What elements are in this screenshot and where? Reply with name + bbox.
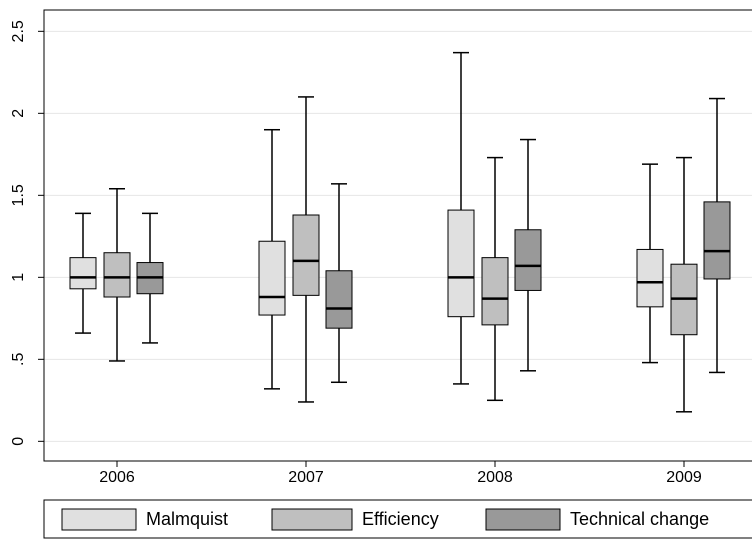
legend-swatch — [271, 508, 353, 531]
x-tick-label: 2007 — [288, 469, 324, 486]
box — [69, 257, 97, 290]
box — [292, 214, 320, 296]
box — [103, 252, 131, 298]
box — [514, 229, 542, 291]
plot-frame — [43, 9, 752, 462]
legend-label: Malmquist — [146, 509, 228, 529]
x-tick-label: 2006 — [99, 469, 135, 486]
legend-frame — [43, 499, 752, 539]
y-tick-label: 1 — [10, 273, 27, 282]
x-tick-label: 2009 — [666, 469, 702, 486]
box — [703, 201, 731, 280]
box — [636, 248, 664, 308]
legend-swatch — [61, 508, 137, 531]
y-tick-label: 2 — [10, 109, 27, 118]
x-tick-label: 2008 — [477, 469, 513, 486]
legend-label: Efficiency — [362, 509, 439, 529]
box — [481, 257, 509, 326]
y-tick-label: 0 — [10, 437, 27, 446]
y-tick-label: 1.5 — [10, 184, 27, 206]
legend-swatch — [485, 508, 561, 531]
box — [447, 209, 475, 318]
y-tick-label: .5 — [10, 353, 27, 366]
legend-label: Technical change — [570, 509, 709, 529]
y-tick-label: 2.5 — [10, 20, 27, 42]
box — [258, 240, 286, 316]
box — [325, 270, 353, 329]
